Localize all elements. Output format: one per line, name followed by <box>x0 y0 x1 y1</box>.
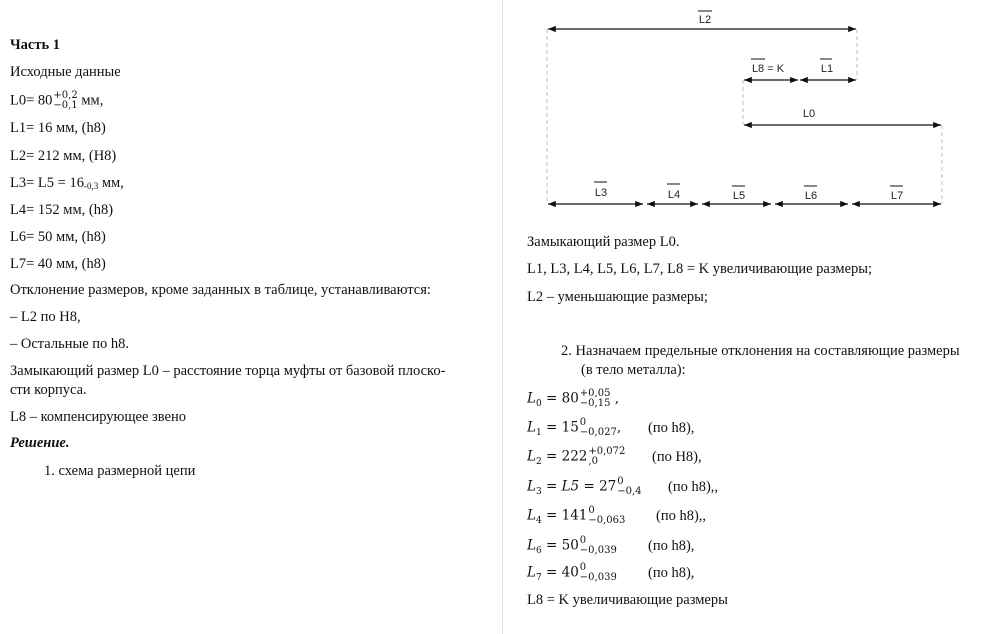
l4-line: L4= 152 мм, (h8) <box>10 202 114 218</box>
l7-line: L7= 40 мм, (h8) <box>10 256 106 272</box>
label-l6: L6 <box>805 190 817 202</box>
l2-line: L2= 212 мм, (H8) <box>10 148 117 164</box>
deviation-item: – Остальные по h8. <box>10 336 130 352</box>
l0-line: L0= 80 +0,2 −0,1 мм, <box>10 90 104 111</box>
formula-row: L6 = 50 0 −0,039 <box>527 535 617 557</box>
l0-tolerance: +0,2 −0,1 <box>53 90 78 111</box>
fit-note: (по h8), <box>648 565 695 581</box>
column-divider <box>502 0 503 634</box>
closing-text: сти корпуса. <box>10 382 87 398</box>
l6-line: L6= 50 мм, (h8) <box>10 229 106 245</box>
formula-row: L0 = 80 +0,05 −0,15 , <box>527 388 620 410</box>
fit-note: (по h8),, <box>668 479 719 495</box>
formula-row: L2 = 222 +0,072,0 <box>527 446 626 468</box>
label-l3: L3 <box>595 187 607 199</box>
solution-heading: Решение. <box>10 435 70 451</box>
formula-row: L4 = 141 0 −0,063 <box>527 505 626 527</box>
label-l2: L2 <box>699 14 711 26</box>
deviation-text: Отклонение размеров, кроме заданных в та… <box>10 282 431 298</box>
l8-increasing: L8 = K увеличивающие размеры <box>527 592 728 608</box>
fit-note: (по h8),, <box>656 508 707 524</box>
dimension-chain-diagram: L2 L8 = K L1 L0 L3 L4 L5 L6 L7 <box>546 10 943 208</box>
fit-note: (по H8), <box>652 449 702 465</box>
increasing-links: L1, L3, L4, L5, L6, L7, L8 = K увеличива… <box>527 261 873 277</box>
deviation-item: – L2 по H8, <box>10 309 81 325</box>
formula-row: L1 = 15 0 −0,027, <box>527 417 622 439</box>
fit-note: (по h8), <box>648 420 695 436</box>
formula-row: L7 = 40 0 −0,039 <box>527 562 617 584</box>
label-l1: L1 <box>821 63 833 75</box>
fit-note: (по h8), <box>648 538 695 554</box>
formula-row: L3 = L5 = 27 0 −0,4 <box>527 476 642 498</box>
step-1: 1. схема размерной цепи <box>44 463 196 479</box>
label-l7: L7 <box>891 190 903 202</box>
label-l0: L0 <box>803 108 815 120</box>
subheading: Исходные данные <box>10 64 121 80</box>
l8-text: L8 – компенсирующее звено <box>10 409 186 425</box>
closing-text: Замыкающий размер L0 – расстояние торца … <box>10 363 446 379</box>
l1-line: L1= 16 мм, (h8) <box>10 120 106 136</box>
step-2-cont: (в тело металла): <box>581 362 686 378</box>
closing-link: Замыкающий размер L0. <box>527 234 680 250</box>
label-l4: L4 <box>668 189 680 201</box>
l3-line: L3= L5 = 16-0,3 мм, <box>10 175 124 191</box>
step-2: 2. Назначаем предельные отклонения на со… <box>561 343 960 359</box>
decreasing-links: L2 – уменьшающие размеры; <box>527 289 708 305</box>
label-l5: L5 <box>733 190 745 202</box>
label-l8: L8 = K <box>752 63 785 75</box>
heading: Часть 1 <box>10 37 60 53</box>
